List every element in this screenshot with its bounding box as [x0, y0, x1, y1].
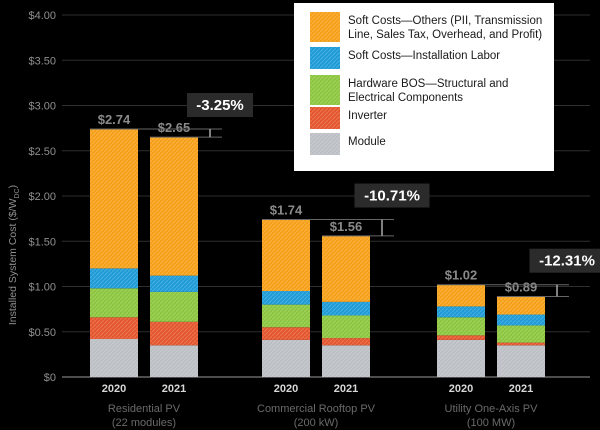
bar-segment-texture — [497, 314, 545, 326]
bar-total-label: $1.56 — [330, 219, 363, 234]
bar-segment-texture — [262, 327, 310, 340]
group-sublabel: (200 kW) — [294, 417, 339, 429]
legend-label: Soft Costs—Installation Labor — [348, 50, 500, 62]
bar-total-label: $2.74 — [98, 112, 131, 127]
legend-swatch-texture — [310, 12, 340, 42]
bar-segment-texture — [90, 288, 138, 318]
y-tick-label: $3.00 — [28, 101, 56, 113]
legend-swatch-texture — [310, 107, 340, 129]
bar-segment-texture — [262, 219, 310, 292]
bar-segment-texture — [150, 275, 198, 292]
group-label: Commercial Rooftop PV — [257, 403, 376, 415]
bar-segment-texture — [437, 335, 485, 340]
change-percent: -10.71% — [364, 188, 420, 205]
bar-segment-texture — [150, 345, 198, 377]
legend-label: Soft Costs—Others (PII, Transmission — [348, 15, 542, 27]
legend-label: Inverter — [348, 110, 387, 122]
change-percent: -3.25% — [196, 97, 244, 114]
x-year-label: 2020 — [274, 383, 298, 395]
x-year-label: 2021 — [162, 383, 186, 395]
legend-swatch-texture — [310, 133, 340, 155]
group-label: Residential PV — [108, 403, 181, 415]
bar-segment-texture — [90, 338, 138, 377]
y-tick-label: $1.00 — [28, 282, 56, 294]
y-tick-label: $2.50 — [28, 146, 56, 158]
bar-segment-texture — [90, 268, 138, 289]
y-tick-label: $3.50 — [28, 55, 56, 67]
bar-segment-texture — [322, 315, 370, 339]
y-tick-label: $0 — [44, 372, 56, 384]
bar-segment-texture — [262, 304, 310, 328]
legend-label: Module — [348, 136, 386, 148]
bar-segment-texture — [497, 296, 545, 315]
change-badge — [354, 183, 430, 208]
bar-segment-texture — [497, 342, 545, 346]
bar-total-label: $0.89 — [505, 279, 538, 294]
bar-segment-texture — [497, 345, 545, 377]
legend-label: Electrical Components — [348, 92, 463, 104]
x-year-label: 2020 — [102, 383, 126, 395]
bar-segment-texture — [322, 301, 370, 316]
bar-total-label: $1.74 — [270, 203, 303, 218]
bar-segment-texture — [497, 325, 545, 343]
legend-swatch-texture — [310, 75, 340, 105]
legend-label: Line, Sales Tax, Overhead, and Profit) — [348, 29, 542, 41]
y-tick-label: $0.50 — [28, 327, 56, 339]
bar-segment-texture — [262, 291, 310, 305]
bar-segment-texture — [437, 317, 485, 336]
group-label: Utility One-Axis PV — [445, 403, 539, 415]
group-sublabel: (22 modules) — [112, 417, 176, 429]
bar-segment-texture — [322, 338, 370, 346]
bar-total-label: $1.02 — [445, 268, 478, 283]
bar-segment-texture — [90, 129, 138, 269]
bar-segment-texture — [437, 284, 485, 307]
bar-segment-texture — [262, 339, 310, 377]
bar-segment-texture — [90, 317, 138, 339]
group-sublabel: (100 MW) — [467, 417, 515, 429]
change-badge — [529, 248, 600, 273]
legend: Soft Costs—Others (PII, Transmission Line… — [294, 3, 554, 171]
legend-label: Hardware BOS—Structural and — [348, 78, 508, 90]
bars — [90, 129, 545, 377]
bar-segment-texture — [437, 339, 485, 377]
change-badge — [187, 93, 253, 118]
change-percent: -12.31% — [539, 253, 595, 270]
bar-segment-texture — [437, 306, 485, 318]
bar-segment-texture — [322, 345, 370, 377]
bar-segment-texture — [150, 321, 198, 346]
x-year-label: 2021 — [509, 383, 533, 395]
axes: $0 $0.50 $1.00 $1.50 $2.00 $2.50 $3.00 $3.50 $4.… — [7, 10, 56, 384]
y-axis-title: Installed System Cost ($/WDC) — [7, 185, 21, 325]
bar-segment-texture — [322, 235, 370, 302]
y-tick-label: $1.50 — [28, 236, 56, 248]
y-tick-label: $2.00 — [28, 191, 56, 203]
labels: 2020 $2.74 2021 $2.65 2020 $1.74 2021 $1.56 2020… — [90, 93, 600, 429]
x-year-label: 2021 — [334, 383, 358, 395]
legend-swatch-texture — [310, 47, 340, 69]
bar-segment-texture — [150, 291, 198, 322]
bar-total-label: $2.65 — [158, 120, 191, 135]
bar-segment-texture — [150, 137, 198, 276]
y-tick-label: $4.00 — [28, 10, 56, 22]
x-year-label: 2020 — [449, 383, 473, 395]
